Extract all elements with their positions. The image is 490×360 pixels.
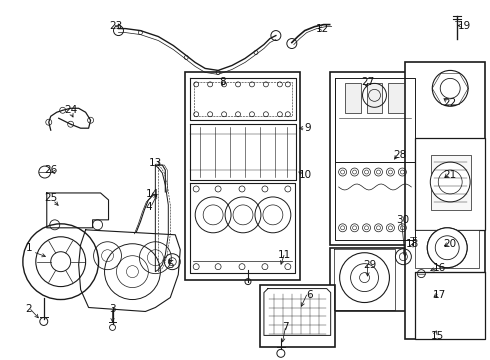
Bar: [389, 84, 404, 113]
Text: 15: 15: [431, 332, 444, 341]
Bar: [416, 230, 479, 268]
Bar: [344, 84, 361, 113]
Text: 28: 28: [393, 150, 406, 160]
Text: 7: 7: [283, 323, 289, 332]
Text: 10: 10: [299, 170, 312, 180]
Text: 3: 3: [109, 305, 116, 315]
Text: 13: 13: [149, 158, 162, 168]
Text: 18: 18: [406, 239, 419, 249]
Bar: [260, 285, 335, 347]
Bar: [416, 138, 485, 230]
Text: 5: 5: [167, 260, 173, 270]
Bar: [416, 272, 485, 339]
Text: 22: 22: [443, 98, 457, 108]
Bar: [367, 84, 383, 113]
Text: 25: 25: [44, 193, 57, 203]
Bar: [330, 72, 419, 245]
Bar: [185, 72, 300, 280]
Circle shape: [427, 228, 467, 268]
Bar: [330, 248, 419, 311]
Circle shape: [430, 162, 470, 202]
Text: 19: 19: [458, 21, 471, 31]
Bar: [405, 62, 485, 339]
Bar: [431, 155, 471, 210]
Text: 12: 12: [316, 24, 329, 33]
Text: 9: 9: [304, 123, 311, 133]
Text: 8: 8: [219, 77, 225, 87]
Text: 23: 23: [109, 21, 122, 31]
Text: 27: 27: [361, 77, 374, 87]
Text: 14: 14: [146, 189, 159, 199]
Text: 21: 21: [443, 170, 457, 180]
Text: 11: 11: [278, 250, 292, 260]
Text: 2: 2: [25, 305, 32, 315]
Text: 17: 17: [433, 289, 446, 300]
Text: 6: 6: [306, 289, 313, 300]
Text: 20: 20: [443, 239, 457, 249]
Text: 4: 4: [145, 202, 152, 212]
Text: 30: 30: [396, 215, 409, 225]
Text: 24: 24: [64, 105, 77, 115]
Text: 1: 1: [25, 243, 32, 253]
Text: 29: 29: [363, 260, 376, 270]
Text: 26: 26: [44, 165, 57, 175]
Text: 16: 16: [433, 263, 446, 273]
